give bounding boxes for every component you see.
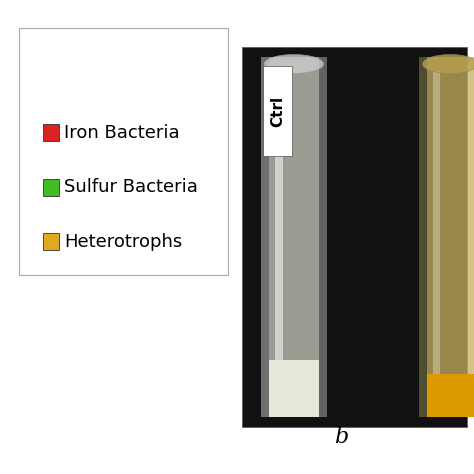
Ellipse shape xyxy=(422,55,474,73)
Bar xyxy=(427,57,474,417)
Bar xyxy=(263,66,292,156)
Text: Sulfur Bacteria: Sulfur Bacteria xyxy=(64,178,198,196)
Bar xyxy=(261,57,269,417)
Text: Iron Bacteria: Iron Bacteria xyxy=(64,124,180,142)
Bar xyxy=(242,47,467,427)
Bar xyxy=(269,57,319,417)
Bar xyxy=(419,57,427,417)
Text: Heterotrophs: Heterotrophs xyxy=(64,233,182,251)
Ellipse shape xyxy=(264,55,324,73)
Bar xyxy=(319,57,327,417)
Bar xyxy=(275,71,283,360)
Bar xyxy=(427,374,474,417)
Bar xyxy=(43,179,59,195)
Bar xyxy=(43,124,59,141)
Text: b: b xyxy=(334,426,348,448)
Bar xyxy=(19,28,228,275)
Bar xyxy=(433,71,440,374)
Bar xyxy=(269,360,319,417)
Bar xyxy=(43,234,59,250)
Text: Ctrl: Ctrl xyxy=(270,96,285,127)
